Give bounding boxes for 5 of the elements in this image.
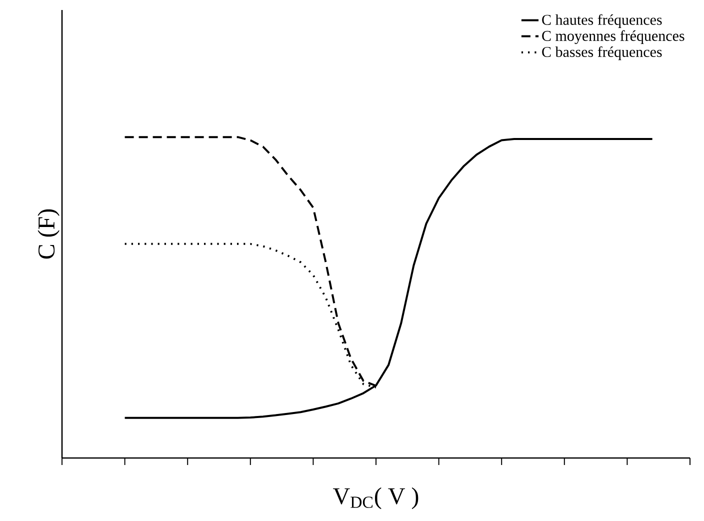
legend-label: C basses fréquences [542,46,662,60]
y-axis-title: C (F) [38,209,60,259]
legend-label: C moyennes fréquences [542,30,684,44]
legend-label: C hautes fréquences [542,14,662,28]
x-axis-title: V$_{DC}$( V ) [333,487,418,510]
